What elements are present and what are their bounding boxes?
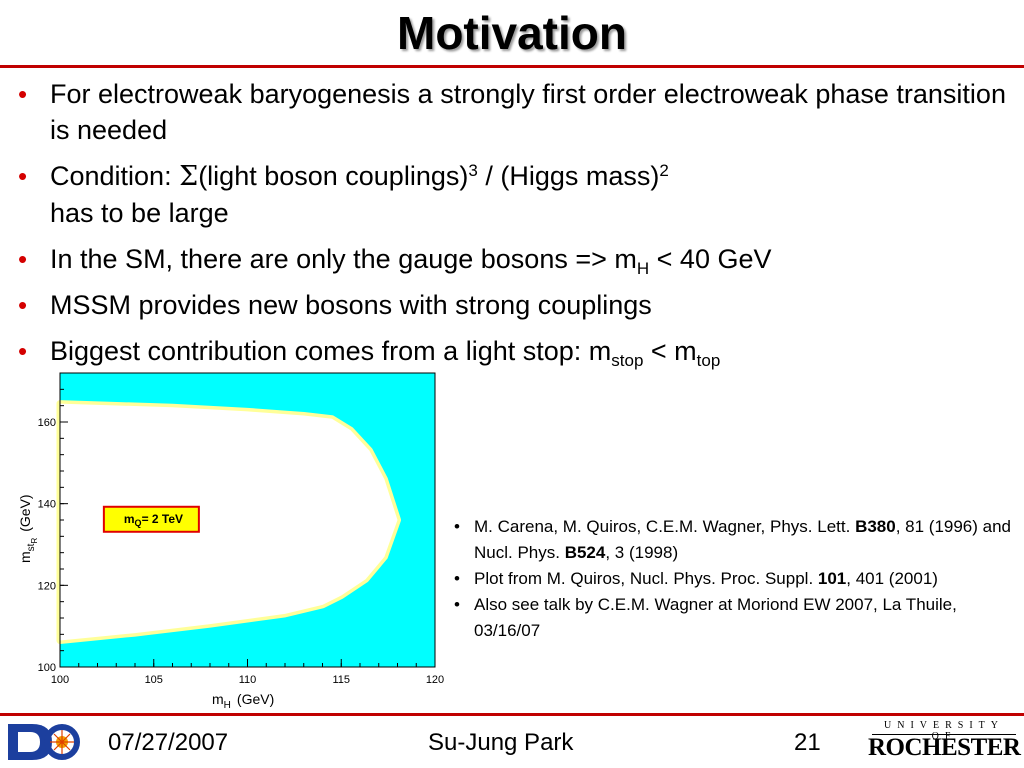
page-number: 21 bbox=[794, 729, 821, 756]
reference-volume: B380 bbox=[855, 517, 896, 536]
reference-volume: B524 bbox=[564, 543, 606, 562]
bullet-item: • Biggest contribution comes from a ligh… bbox=[0, 333, 1024, 369]
y-tick-label: 160 bbox=[38, 417, 56, 429]
bullet-item: • Condition: Σ(light boson couplings)3 /… bbox=[0, 158, 1024, 231]
annotation-rest: = 2 TeV bbox=[142, 512, 183, 526]
reference-list: • M. Carena, M. Quiros, C.E.M. Wagner, P… bbox=[450, 514, 1020, 644]
superscript: 3 bbox=[468, 161, 478, 180]
plot-container: 100 105 110 115 120 100 120 140 160 mQ= 2 TeV m… bbox=[0, 368, 450, 713]
reference-text: , 3 (1998) bbox=[605, 543, 679, 562]
reference-item: • Also see talk by C.E.M. Wagner at Mori… bbox=[450, 592, 1020, 644]
bullet-text: < 40 GeV bbox=[649, 244, 772, 274]
annotation-box bbox=[102, 505, 200, 533]
annotation-sub: Q bbox=[135, 518, 142, 528]
bullet-text: (light boson couplings) bbox=[198, 161, 469, 191]
reference-volume: 101 bbox=[817, 569, 847, 588]
slide-title: Motivation bbox=[397, 7, 627, 59]
y-label-sub: st bbox=[26, 543, 37, 551]
bullet-text: In the SM, there are only the gauge boso… bbox=[50, 244, 637, 274]
bullet-dot-icon: • bbox=[18, 290, 28, 320]
bullet-text: < m bbox=[643, 336, 697, 366]
reference-text: Also see talk by C.E.M. Wagner at Morion… bbox=[474, 595, 957, 640]
bullet-text: For electroweak baryogenesis a strongly … bbox=[50, 79, 1006, 145]
x-label-main: m bbox=[212, 691, 224, 707]
bullet-text: / (Higgs mass) bbox=[477, 161, 660, 191]
bullet-dot-icon: • bbox=[18, 161, 28, 191]
bullet-item: • In the SM, there are only the gauge bo… bbox=[0, 241, 1024, 277]
subscript: stop bbox=[611, 351, 644, 370]
reference-item: • M. Carena, M. Quiros, C.E.M. Wagner, P… bbox=[450, 514, 1020, 566]
y-axis-label: mstR (GeV) bbox=[17, 494, 39, 563]
bullet-dot-icon: • bbox=[18, 244, 28, 274]
title-divider bbox=[0, 65, 1024, 68]
subscript: H bbox=[636, 259, 650, 278]
y-tick-label: 120 bbox=[38, 580, 56, 592]
reference-text: M. Carena, M. Quiros, C.E.M. Wagner, Phy… bbox=[474, 517, 856, 536]
x-axis: 100 105 110 115 120 bbox=[51, 659, 444, 686]
x-tick-label: 100 bbox=[51, 674, 69, 686]
x-tick-label: 105 bbox=[145, 674, 163, 686]
reference-text: , 81 (1996) and Nucl. Phys. bbox=[474, 517, 1012, 562]
sigma-symbol: Σ bbox=[179, 161, 199, 192]
x-tick-label: 110 bbox=[239, 674, 257, 686]
bullet-text: MSSM provides new bosons with strong cou… bbox=[50, 290, 652, 320]
footer-divider bbox=[0, 713, 1024, 716]
bullet-text: Condition: bbox=[50, 161, 180, 191]
superscript: 2 bbox=[659, 161, 669, 180]
subscript: top bbox=[696, 351, 721, 370]
rochester-logo-rule bbox=[872, 734, 1016, 735]
bullet-dot-icon: • bbox=[18, 336, 28, 366]
reference-item: • Plot from M. Quiros, Nucl. Phys. Proc.… bbox=[450, 566, 1020, 592]
y-tick-label: 100 bbox=[38, 662, 56, 674]
bullet-list: • For electroweak baryogenesis a strongl… bbox=[0, 76, 1024, 379]
footer-author: Su-Jung Park bbox=[428, 729, 574, 756]
rochester-logo-small-text: UNIVERSITY OF bbox=[884, 720, 1004, 742]
bullet-item: • MSSM provides new bosons with strong c… bbox=[0, 287, 1024, 323]
y-axis: 100 120 140 160 bbox=[38, 372, 68, 674]
y-tick-label: 140 bbox=[38, 499, 56, 511]
bullet-dot-icon: • bbox=[454, 569, 460, 588]
d0-logo-icon bbox=[8, 724, 80, 760]
x-tick-label: 120 bbox=[426, 674, 444, 686]
y-label-subsub: R bbox=[30, 538, 39, 544]
rochester-logo: UNIVERSITY OF ROCHESTER bbox=[868, 720, 1021, 766]
x-label-sub: H bbox=[224, 700, 231, 711]
annotation-label: mQ= 2 TeV bbox=[124, 512, 183, 528]
bullet-dot-icon: • bbox=[454, 595, 460, 614]
y-label-unit: (GeV) bbox=[17, 494, 33, 531]
rochester-logo-text: ROCHESTER bbox=[868, 734, 1021, 761]
allowed-region bbox=[60, 403, 398, 641]
x-axis-label: mH (GeV) bbox=[212, 691, 274, 711]
bullet-dot-icon: • bbox=[18, 79, 28, 109]
reference-text: , 401 (2001) bbox=[846, 569, 938, 588]
x-label-unit: (GeV) bbox=[237, 691, 274, 707]
bullet-text: Biggest contribution comes from a light … bbox=[50, 336, 612, 366]
reference-text: Plot from M. Quiros, Nucl. Phys. Proc. S… bbox=[474, 569, 818, 588]
x-tick-label: 115 bbox=[332, 674, 350, 686]
bullet-dot-icon: • bbox=[454, 517, 460, 536]
footer-date: 07/27/2007 bbox=[108, 729, 229, 756]
bullet-item: • For electroweak baryogenesis a strongl… bbox=[0, 76, 1024, 148]
bullet-text: has to be large bbox=[50, 198, 229, 228]
y-label-main: m bbox=[17, 551, 33, 563]
annotation-main: m bbox=[124, 512, 135, 526]
